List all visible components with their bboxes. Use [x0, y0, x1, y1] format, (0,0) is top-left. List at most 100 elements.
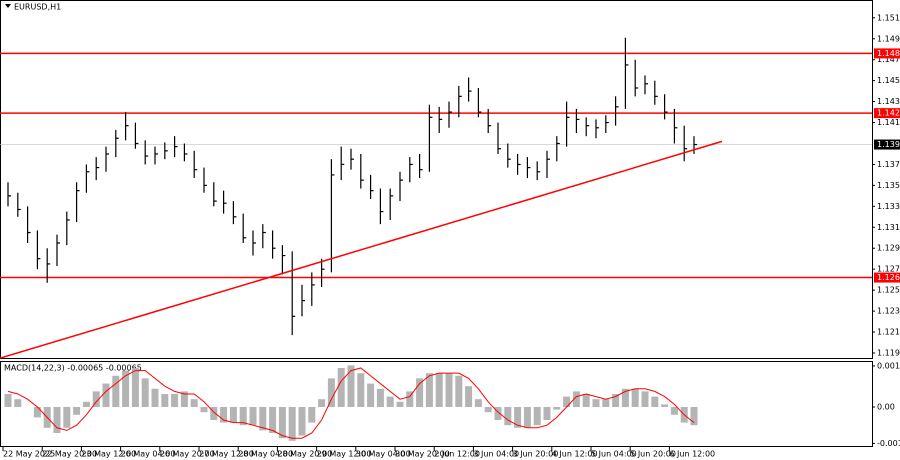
x-tick-label: 23 May 12:00 [81, 450, 136, 459]
x-tick-label: 3 Jun 04:00 [473, 450, 519, 459]
histogram-bar [347, 365, 355, 407]
x-tick-label: 30 May 04:00 [356, 450, 411, 459]
histogram-bar [220, 406, 228, 423]
signal-line [7, 367, 695, 439]
histogram-bar [386, 396, 394, 407]
x-tick-label: 26 May 20:00 [160, 450, 215, 459]
chart-title: EURUSD,H1 [14, 3, 61, 12]
histogram-bar [533, 406, 541, 426]
x-tick-label: 27 May 12:00 [199, 450, 254, 459]
histogram-bar [455, 375, 463, 407]
histogram-bar [210, 406, 218, 420]
y-tick-label: 1.1295 [877, 244, 900, 253]
menu-triangle[interactable] [5, 4, 11, 8]
histogram-bar [661, 404, 669, 407]
histogram-bar [53, 406, 61, 433]
histogram-bar [63, 406, 71, 428]
histogram-bar [514, 406, 522, 428]
histogram-bar [249, 406, 257, 426]
x-tick-label: 3 Jun 20:00 [513, 450, 559, 459]
histogram-bar [318, 399, 326, 407]
histogram-bar [553, 406, 561, 410]
histogram-bar [572, 391, 580, 407]
x-tick-label: 2 Jun 12:00 [434, 450, 480, 459]
y-tick-label: 1.1495 [877, 34, 900, 43]
histogram-bar [484, 406, 492, 413]
y-tick-label: 1.1275 [877, 265, 900, 274]
histogram-bar [563, 396, 571, 407]
histogram-bar [200, 406, 208, 413]
histogram-bar [298, 406, 306, 436]
x-tick-label: 29 May 12:00 [317, 450, 372, 459]
histogram-bar [592, 399, 600, 407]
histogram-bar [259, 406, 267, 431]
level-label-box [874, 272, 900, 283]
x-tick-label: 4 Jun 12:00 [552, 450, 598, 459]
histogram-bar [543, 406, 551, 420]
x-tick-label: 28 May 04:00 [238, 450, 293, 459]
y-tick-label: -0.0014 [877, 439, 900, 448]
histogram-bar [288, 406, 296, 441]
histogram-bar [73, 406, 81, 415]
y-tick-label: 1.1235 [877, 307, 900, 316]
y-tick-label: 1.1415 [877, 118, 900, 127]
y-tick-label: 1.1515 [877, 13, 900, 22]
histogram-bar [357, 373, 365, 407]
histogram-bar [445, 373, 453, 407]
histogram-bar [14, 399, 22, 407]
level-label: 1.1424 [877, 109, 900, 118]
x-tick-label: 26 May 04:00 [121, 450, 176, 459]
x-tick-label: 6 Jun 12:00 [669, 450, 715, 459]
histogram-bar [112, 375, 120, 407]
y-tick-label: 1.1455 [877, 76, 900, 85]
histogram-bar [690, 406, 698, 426]
histogram-bar [327, 378, 335, 407]
y-tick-label: 0.00158 [877, 361, 900, 370]
histogram-bar [631, 388, 639, 407]
level-label-box [874, 108, 900, 119]
histogram-bar [190, 399, 198, 407]
histogram-bar [406, 391, 414, 407]
histogram-bar [474, 399, 482, 407]
histogram-bar [161, 393, 169, 407]
y-tick-label: 1.1315 [877, 223, 900, 232]
histogram-bar [151, 388, 159, 407]
histogram-bar [278, 406, 286, 439]
histogram-bar [435, 373, 443, 407]
histogram-bar [651, 396, 659, 407]
histogram-bar [396, 401, 404, 407]
y-tick-label: 1.1375 [877, 160, 900, 169]
current-price-box [874, 139, 900, 150]
y-tick-label: 1.1255 [877, 286, 900, 295]
histogram-bar [670, 406, 678, 415]
current-price-label: 1.1394 [877, 140, 900, 149]
x-tick-label: 28 May 20:00 [277, 450, 332, 459]
histogram-bar [122, 370, 130, 407]
x-tick-label: 5 Jun 04:00 [591, 450, 637, 459]
histogram-bar [102, 383, 110, 407]
trendline [0, 140, 723, 359]
histogram-bar [229, 406, 237, 423]
macd-frame [0, 361, 873, 447]
y-tick-label: 1.1215 [877, 328, 900, 337]
histogram-bar [308, 406, 316, 423]
histogram-bar [269, 406, 277, 433]
histogram-bar [612, 393, 620, 407]
histogram-bar [141, 378, 149, 407]
histogram-bar [523, 406, 531, 428]
histogram-bar [367, 383, 375, 407]
histogram-bar [4, 393, 12, 407]
histogram-bar [239, 406, 247, 426]
y-tick-label: 1.1435 [877, 97, 900, 106]
x-tick-label: 30 May 20:00 [395, 450, 450, 459]
histogram-bar [376, 388, 384, 407]
histogram-bar [494, 406, 502, 420]
histogram-bar [180, 391, 188, 407]
histogram-bar [602, 399, 610, 407]
macd-title: MACD(14,22,3) -0.00065 -0.00065 [4, 364, 142, 373]
histogram-bar [641, 391, 649, 407]
histogram-bar [171, 393, 179, 407]
level-label-box [874, 48, 900, 59]
